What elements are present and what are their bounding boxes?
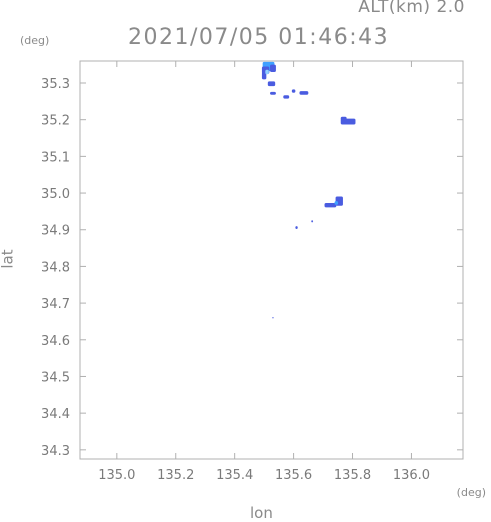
echo-cell [270, 64, 276, 73]
echo-cells [261, 61, 356, 319]
y-tick-label: 34.4 [41, 407, 70, 422]
echo-cell [299, 91, 309, 95]
echo-cell [295, 226, 298, 230]
echo-cell [340, 116, 347, 121]
echo-cell [291, 89, 296, 93]
plot-frame [79, 60, 464, 460]
y-tick-label: 34.3 [41, 444, 70, 459]
echo-cell [265, 69, 269, 75]
echo-cell [324, 202, 337, 208]
x-axis-unit: (deg) [456, 486, 486, 499]
y-tick-label: 35.2 [41, 114, 70, 129]
x-axis-title: lon [250, 504, 273, 522]
echo-cell [261, 72, 267, 80]
echo-cell [283, 95, 290, 99]
chart-timestamp: 2021/07/05 01:46:43 [128, 25, 390, 50]
x-tick-label: 135.8 [334, 468, 371, 483]
x-tick-label: 135.6 [275, 468, 312, 483]
x-tick-label: 136.0 [393, 468, 430, 483]
y-tick-label: 34.9 [41, 224, 70, 239]
y-tick-label: 35.3 [41, 77, 70, 92]
echo-cell [272, 317, 274, 319]
y-tick-label: 35.1 [41, 150, 70, 165]
x-tick-label: 135.2 [157, 468, 194, 483]
y-tick-label: 34.8 [41, 260, 70, 275]
y-tick-label: 35.0 [41, 187, 70, 202]
y-tick-label: 34.6 [41, 334, 70, 349]
echo-cell [334, 201, 339, 205]
x-tick-label: 135.4 [216, 468, 253, 483]
echo-cell [270, 91, 276, 95]
axis-ticks: 135.0 135.2 135.4 135.6 135.8 136.0 35.3 35.2 35… [41, 61, 463, 483]
y-tick-label: 34.5 [41, 370, 70, 385]
x-tick-label: 135.0 [98, 468, 135, 483]
echo-cell [267, 81, 276, 87]
y-axis-unit: (deg) [20, 34, 50, 47]
echo-cell [311, 220, 314, 223]
y-tick-label: 34.7 [41, 297, 70, 312]
altitude-label: ALT(km) 2.0 [358, 0, 465, 17]
